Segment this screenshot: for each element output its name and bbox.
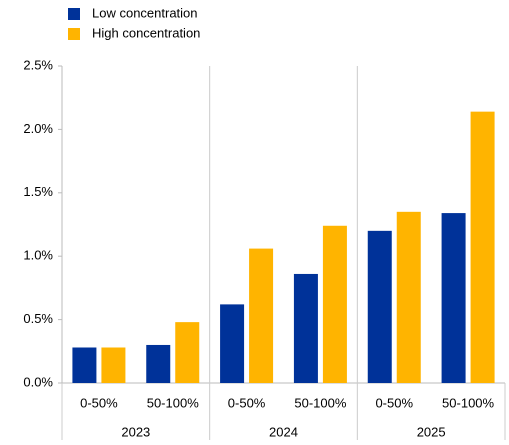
x-tick-label: 0-50% — [375, 395, 413, 410]
bar — [322, 225, 347, 383]
bar — [72, 347, 97, 383]
x-tick-label: 50-100% — [147, 395, 199, 410]
legend-label: High concentration — [92, 25, 200, 40]
y-tick-label: 1.5% — [23, 184, 53, 199]
y-tick-label: 2.5% — [23, 57, 53, 72]
legend-swatch — [68, 28, 80, 40]
group-label: 2025 — [417, 424, 446, 439]
group-label: 2024 — [269, 424, 298, 439]
group-label: 2023 — [121, 424, 150, 439]
bar — [441, 213, 466, 383]
x-tick-label: 0-50% — [80, 395, 118, 410]
bar — [101, 347, 126, 383]
bar — [146, 344, 171, 383]
y-tick-label: 0.5% — [23, 311, 53, 326]
bar — [293, 273, 318, 383]
bar — [396, 211, 421, 383]
bar — [367, 230, 392, 383]
bar — [220, 304, 245, 383]
y-tick-label: 2.0% — [23, 121, 53, 136]
x-tick-label: 0-50% — [228, 395, 266, 410]
y-tick-label: 1.0% — [23, 248, 53, 263]
bar — [470, 111, 495, 383]
legend-label: Low concentration — [92, 5, 198, 20]
y-tick-label: 0.0% — [23, 374, 53, 389]
bar — [175, 322, 200, 383]
x-tick-label: 50-100% — [442, 395, 494, 410]
bar — [249, 248, 274, 383]
legend-swatch — [68, 8, 80, 20]
x-tick-label: 50-100% — [294, 395, 346, 410]
